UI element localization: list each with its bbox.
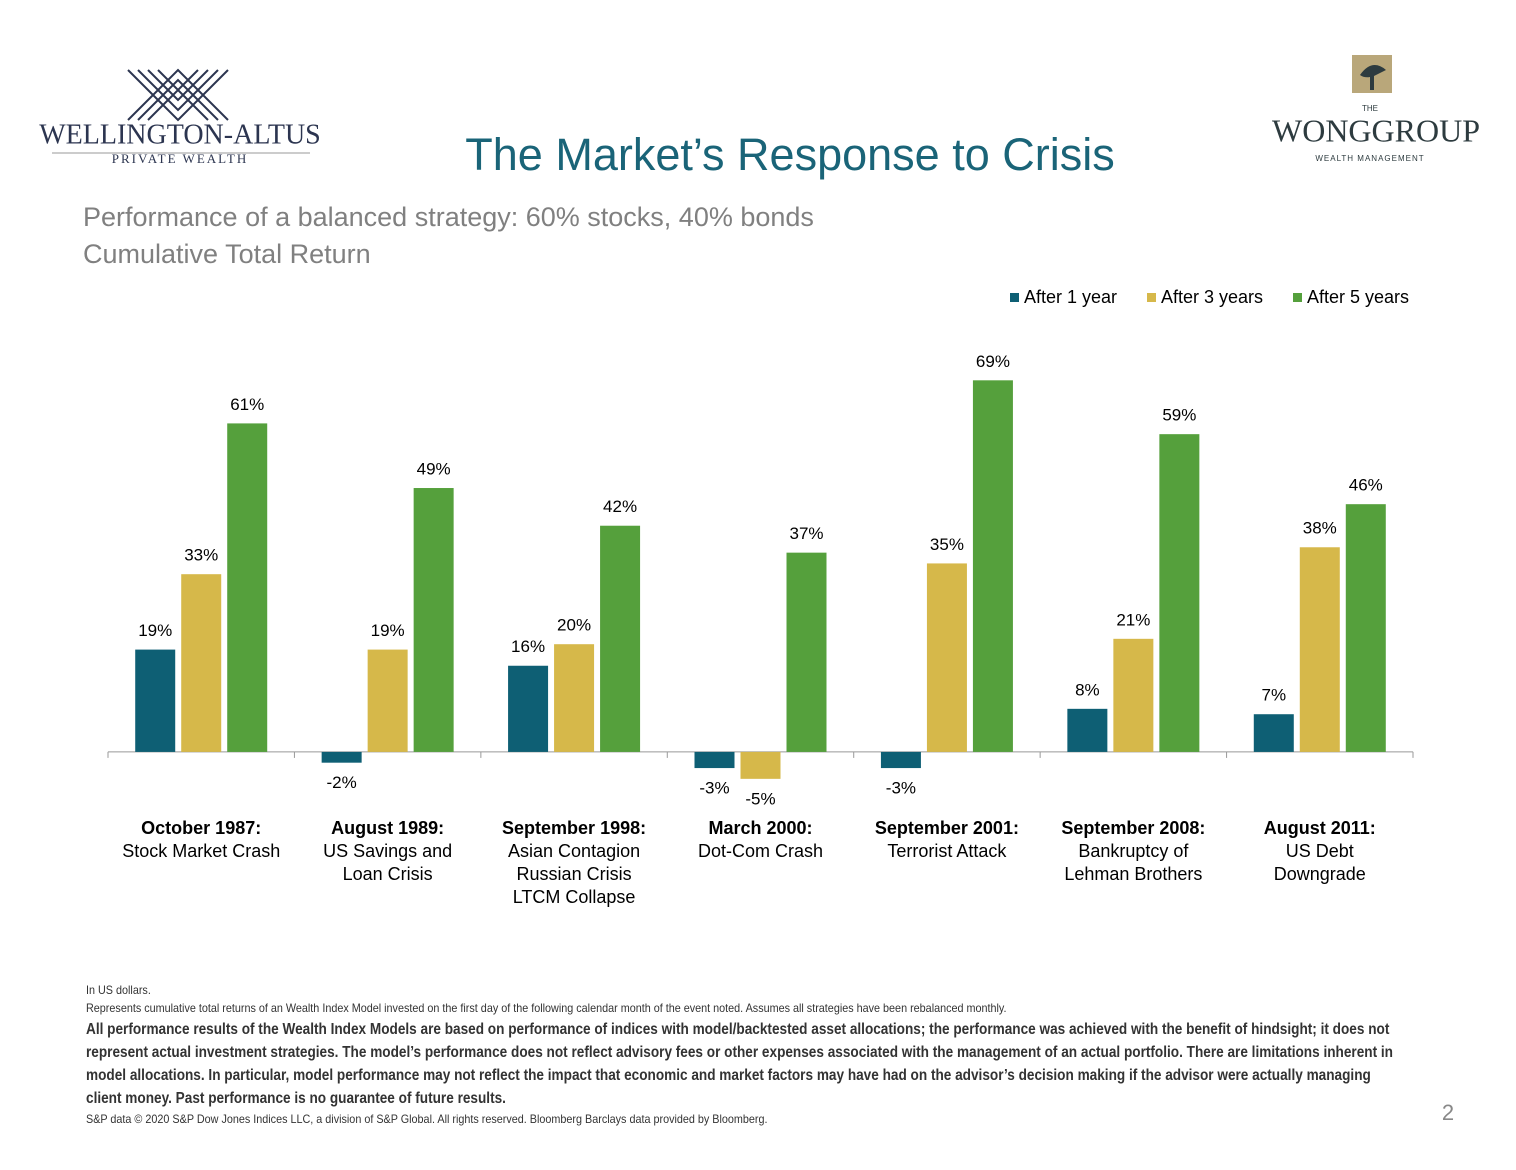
bar [1345,504,1386,752]
bar [367,649,408,752]
x-tick-label: Bankruptcy of [1078,841,1189,861]
bar [1299,547,1340,752]
bar [554,644,595,752]
legend-swatch [1147,293,1156,302]
data-label: -3% [699,779,729,798]
bar [786,552,827,752]
data-label: 19% [371,621,405,640]
bar [926,563,967,752]
bar [227,423,268,752]
data-label: 49% [417,460,451,479]
logo-subtext: PRIVATE WEALTH [112,151,248,166]
data-label: 35% [930,535,964,554]
legend-swatch [1293,293,1302,302]
data-label: 46% [1349,476,1383,495]
x-tick-label: Stock Market Crash [122,841,280,861]
data-label: 42% [603,497,637,516]
x-tick-label: LTCM Collapse [513,887,636,907]
bar [321,751,362,763]
x-tick-label: US Debt [1286,841,1354,861]
x-tick-label: September 1998: [502,818,646,838]
legend-label: After 3 years [1161,287,1263,307]
x-tick-label: Dot-Com Crash [698,841,823,861]
bar [694,751,735,769]
legend-swatch [1010,293,1019,302]
bar [740,751,781,779]
chart-subtitle: Performance of a balanced strategy: 60% … [83,202,814,232]
x-tick-label: March 2000: [708,818,812,838]
x-tick-label: August 1989: [331,818,444,838]
x-tick-label: Russian Crisis [517,864,632,884]
source-note: S&P data © 2020 S&P Dow Jones Indices LL… [86,1112,768,1126]
bar [600,525,641,752]
x-tick-label: Lehman Brothers [1064,864,1202,884]
x-tick-label: US Savings and [323,841,452,861]
bar [880,751,921,769]
bar [1159,434,1200,752]
logo-tree [1360,65,1386,90]
legend-label: After 1 year [1024,287,1117,307]
data-label: 19% [138,621,172,640]
legend-label: After 5 years [1307,287,1409,307]
bar [1067,708,1108,752]
footnote: Represents cumulative total returns of a… [86,1001,1007,1015]
data-label: 20% [557,616,591,635]
footnote: In US dollars. [86,983,151,997]
data-label: 59% [1162,406,1196,425]
bar [181,574,222,752]
logo-text: WELLINGTON-ALTUS [39,119,321,150]
bar [413,488,454,752]
x-tick-label: Downgrade [1274,864,1366,884]
x-tick-label: Terrorist Attack [887,841,1007,861]
data-label: 37% [789,524,823,543]
data-label: -5% [745,789,775,808]
bar [508,665,549,752]
data-label: 16% [511,637,545,656]
bar [1113,638,1154,752]
bar [972,380,1013,752]
data-label: 7% [1261,686,1286,705]
data-label: -2% [327,773,357,792]
x-tick-label: September 2001: [875,818,1019,838]
data-label: 8% [1075,680,1100,699]
logo-text: WONGGROUP [1272,112,1480,148]
chart-title: The Market’s Response to Crisis [465,129,1114,180]
left-logo [127,68,229,122]
x-tick-label: August 2011: [1264,818,1376,838]
data-label: 69% [976,352,1010,371]
logo-text: THE [1362,104,1378,113]
bar [135,649,176,752]
data-label: 21% [1116,610,1150,629]
data-label: -3% [886,779,916,798]
data-label: 38% [1303,519,1337,538]
x-tick-label: Asian Contagion [508,841,640,861]
page-number: 2 [1442,1100,1454,1125]
bar [1253,714,1294,752]
chart-subtitle: Cumulative Total Return [83,239,371,269]
data-label: 33% [184,546,218,565]
logo-subtext: WEALTH MANAGEMENT [1315,154,1424,163]
x-tick-label: October 1987: [141,818,261,838]
disclaimer: All performance results of the Wealth In… [86,1021,1393,1107]
x-tick-label: September 2008: [1061,818,1205,838]
x-tick-label: Loan Crisis [343,864,433,884]
data-label: 61% [230,395,264,414]
